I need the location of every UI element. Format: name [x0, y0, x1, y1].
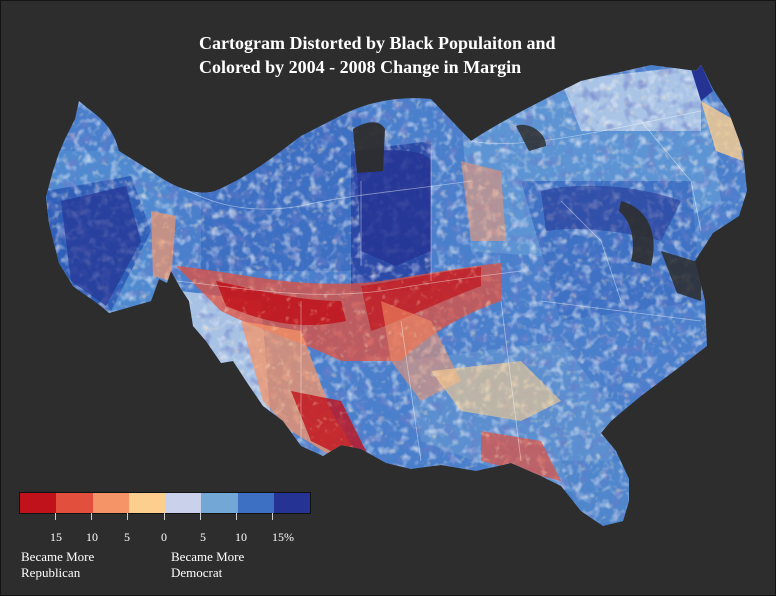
legend-swatch-d10-15 [237, 493, 274, 513]
legend-swatch-d15-plus [273, 493, 310, 513]
legend-caption-republican: Became More Republican [21, 549, 95, 580]
legend-tick-label: 10 [86, 530, 98, 544]
legend-tick-mark [55, 513, 56, 520]
legend-tick-label: 15% [272, 530, 294, 544]
legend-tick-mark [164, 513, 165, 520]
legend-swatch-r5-10 [92, 493, 129, 513]
legend-tick-label: 0 [161, 530, 167, 544]
legend-color-bar [19, 492, 311, 514]
legend-tick-mark [236, 513, 237, 520]
legend-tick-mark [91, 513, 92, 520]
legend-tick-mark [272, 513, 273, 520]
legend-caption-democrat: Became More Democrat [171, 549, 245, 580]
legend-swatch-r15-plus [20, 493, 57, 513]
legend-tick-mark [127, 513, 128, 520]
legend-swatch-r10-15 [56, 493, 93, 513]
legend-swatch-d5-10 [201, 493, 238, 513]
title-line-2: Colored by 2004 - 2008 Change in Margin [199, 57, 522, 77]
legend-tick-label: 5 [200, 530, 206, 544]
legend-tick-label: 15 [50, 530, 62, 544]
legend-tick-label: 10 [235, 530, 247, 544]
color-legend: 15 10 5 0 5 10 15% Became More Republica… [19, 492, 319, 592]
legend-swatch-d0-5 [165, 493, 202, 513]
legend-tick-mark [200, 513, 201, 520]
map-title: Cartogram Distorted by Black Populaiton … [199, 31, 619, 79]
legend-swatch-r0-5 [128, 493, 165, 513]
title-line-1: Cartogram Distorted by Black Populaiton … [199, 33, 556, 53]
legend-tick-label: 5 [124, 530, 130, 544]
